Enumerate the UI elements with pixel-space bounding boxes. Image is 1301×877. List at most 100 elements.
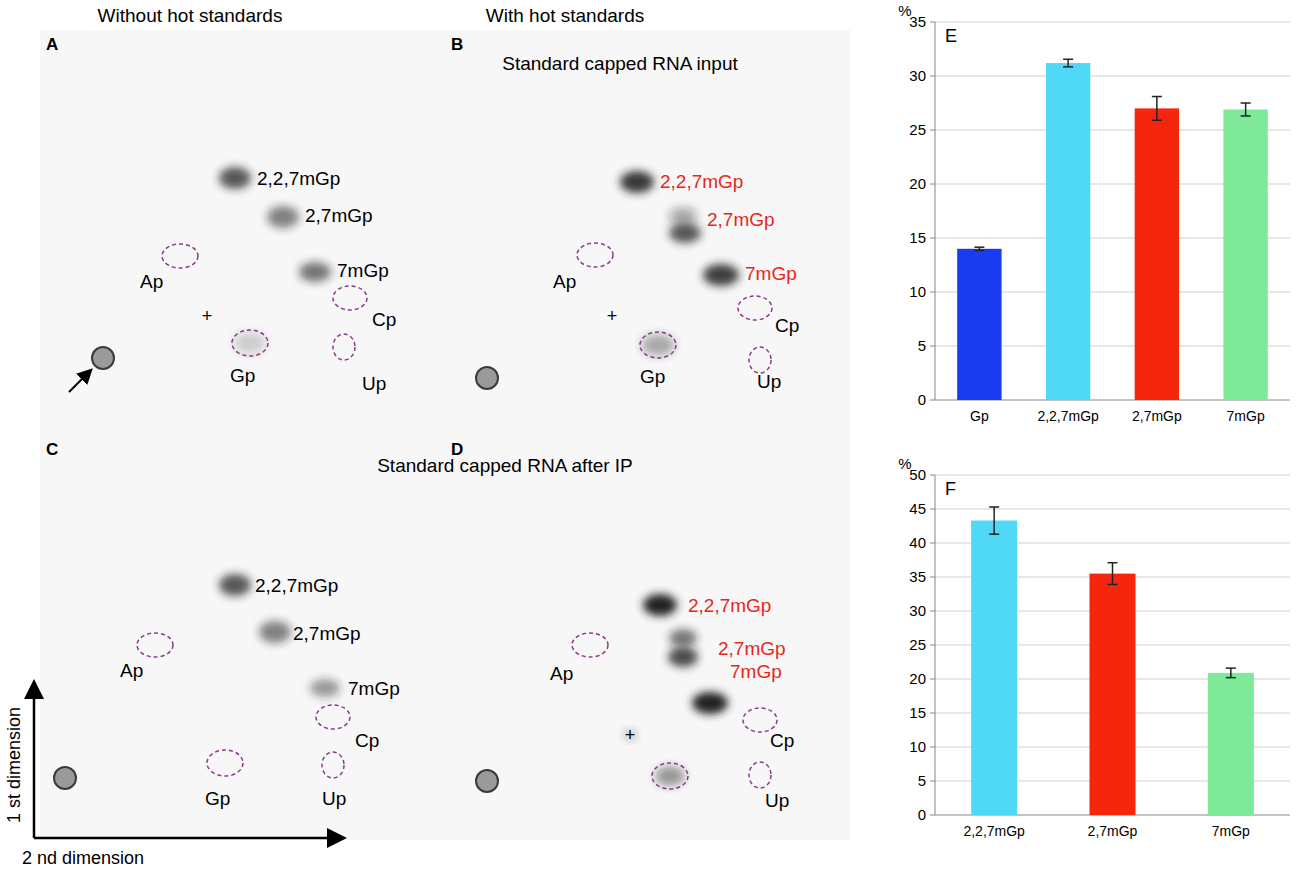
origin-mark: +	[625, 725, 636, 745]
tick-mark	[930, 577, 935, 578]
error-cap	[1152, 96, 1162, 98]
spot-label: Ap	[120, 660, 143, 681]
spot	[219, 574, 251, 596]
spot-label: 2,7mGp	[718, 638, 786, 659]
origin-mark: +	[607, 306, 618, 326]
standard-outline	[749, 347, 771, 373]
origin-spot	[476, 367, 498, 389]
tick-label: 45	[909, 500, 926, 517]
tick-label: 10	[909, 283, 926, 300]
spot	[219, 167, 251, 189]
error-cap	[1152, 120, 1162, 122]
panel-letter: E	[945, 26, 957, 46]
tick-mark	[930, 346, 935, 347]
bar	[971, 521, 1017, 815]
tick-label: 15	[909, 229, 926, 246]
spot-label: Ap	[553, 271, 576, 292]
spot-label: Ap	[140, 271, 163, 292]
panel-ground	[445, 435, 850, 840]
error-bar	[974, 247, 984, 250]
header: Without hot standards	[98, 5, 283, 26]
origin-spot	[54, 767, 76, 789]
bar	[1223, 109, 1267, 400]
standard-outline	[162, 244, 198, 268]
tick-label: 0	[918, 391, 926, 408]
panel-title: Standard capped RNA input	[502, 53, 738, 74]
tick-label: 25	[909, 121, 926, 138]
category-label: 2,7mGp	[1132, 408, 1182, 424]
spot-label: Up	[757, 371, 781, 392]
origin-spot	[92, 347, 114, 369]
error-cap	[989, 533, 999, 535]
spot-label: Cp	[372, 309, 396, 330]
axis-arrow	[33, 684, 36, 838]
tick-mark	[930, 475, 935, 476]
tick-mark	[930, 400, 935, 401]
tick-mark	[930, 130, 935, 131]
tlc-panel: +2,2,7mGp2,7mGp7mGpApCpGpUpB	[445, 30, 850, 435]
panel-ground	[40, 30, 445, 435]
spot-label: Gp	[205, 788, 230, 809]
standard-outline	[316, 705, 350, 729]
tick-mark	[930, 747, 935, 748]
y-axis	[935, 22, 936, 400]
standard-outline	[207, 750, 243, 776]
header: With hot standards	[486, 5, 644, 26]
tlc-panel: +2,2,7mGp2,7mGp7mGpApCpGpUpA	[40, 30, 445, 435]
error-cap	[1226, 677, 1236, 679]
bar	[1090, 574, 1136, 815]
error-bar	[1226, 668, 1236, 678]
axis-title: 1 st dimension	[4, 707, 24, 823]
axis-title: %	[898, 455, 911, 472]
error-bar	[1108, 563, 1118, 585]
error-cap	[1063, 59, 1073, 61]
error-bar	[989, 507, 999, 534]
error-stem	[1156, 97, 1158, 121]
axis-title: %	[898, 2, 911, 19]
bar	[1046, 63, 1090, 400]
tick-mark	[930, 815, 935, 816]
tick-label: 30	[909, 67, 926, 84]
category-label: 7mGp	[1227, 408, 1265, 424]
standard-outline	[640, 332, 676, 358]
standard-outline	[738, 296, 772, 320]
bar-chart: 05101520253035404550%2,2,7mGp2,7mGp7mGpF	[898, 455, 1290, 839]
panel-letter: F	[945, 479, 956, 499]
spot-label: 7mGp	[730, 661, 782, 682]
spot-label: 2,2,7mGp	[660, 171, 743, 192]
tick-mark	[930, 611, 935, 612]
spot-label: Cp	[355, 730, 379, 751]
spot	[692, 692, 728, 714]
tick-label: 30	[909, 602, 926, 619]
tick-mark	[930, 292, 935, 293]
spot-label: 2,2,7mGp	[255, 575, 338, 596]
grid-line	[935, 22, 1290, 23]
standard-outline	[749, 762, 771, 788]
spot-label: 7mGp	[745, 263, 797, 284]
tick-mark	[930, 543, 935, 544]
spot-label: Cp	[770, 730, 794, 751]
grid-line	[935, 509, 1290, 510]
tlc-panel: 2,2,7mGp2,7mGp7mGpApCpGpUpC	[40, 435, 445, 840]
error-cap	[989, 506, 999, 508]
spot	[669, 207, 697, 225]
tick-mark	[930, 679, 935, 680]
grid-line	[935, 76, 1290, 77]
tick-mark	[930, 713, 935, 714]
spot-label: 2,7mGp	[293, 623, 361, 644]
tick-label: 50	[909, 466, 926, 483]
grid-line	[935, 475, 1290, 476]
spot-label: Cp	[775, 315, 799, 336]
spot	[703, 264, 739, 286]
standard-outline	[322, 752, 344, 778]
error-cap	[1063, 66, 1073, 68]
tick-label: 5	[918, 337, 926, 354]
standard-outline	[137, 633, 173, 657]
error-cap	[974, 246, 984, 248]
tick-label: 40	[909, 534, 926, 551]
tick-mark	[930, 645, 935, 646]
standard-outline	[743, 708, 777, 732]
standard-outline	[333, 334, 355, 360]
spot	[669, 223, 701, 243]
spot	[259, 621, 291, 643]
